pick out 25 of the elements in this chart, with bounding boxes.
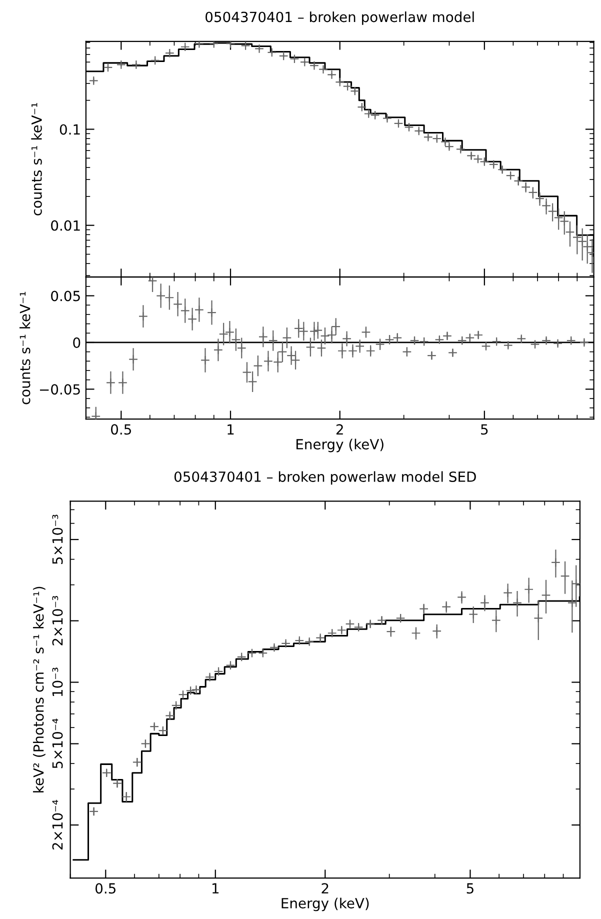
chart-title: 0504370401 – broken powerlaw model SED: [174, 471, 476, 485]
y-axis-title: counts s⁻¹ keV⁻¹: [31, 103, 42, 216]
x-tick-label: 1: [212, 883, 219, 894]
y-tick-label: 2×10⁻³: [52, 596, 63, 646]
x-axis-title: Energy (keV): [282, 898, 369, 912]
y-tick-label: 2×10⁻⁴: [52, 800, 63, 850]
x-tick-label: 5: [481, 424, 488, 435]
y-tick-label: −0.05: [40, 384, 80, 395]
y-tick-label: 10⁻³: [52, 668, 63, 696]
x-axis-title: Energy (keV): [296, 438, 384, 452]
chart-title: 0504370401 – broken powerlaw model: [206, 11, 474, 25]
x-tick-label: 5: [466, 883, 474, 894]
x-tick-label: 2: [336, 424, 343, 434]
y-tick-label: 0: [73, 337, 80, 348]
x-tick-label: 0.5: [111, 424, 131, 435]
y-tick-label: 0.1: [60, 124, 80, 135]
y-tick-label: 0.05: [51, 290, 80, 302]
y-tick-label: 0.01: [51, 220, 80, 231]
y-axis-title: counts s⁻¹ keV⁻¹: [20, 292, 30, 404]
y-tick-label: 5×10⁻³: [52, 514, 63, 564]
x-tick-label: 1: [228, 424, 234, 434]
x-tick-label: 2: [322, 883, 328, 894]
y-tick-label: 5×10⁻⁴: [52, 718, 63, 768]
x-tick-label: 0.5: [96, 883, 116, 894]
y-axis-title: keV² (Photons cm⁻² s⁻¹ keV⁻¹): [33, 586, 46, 792]
